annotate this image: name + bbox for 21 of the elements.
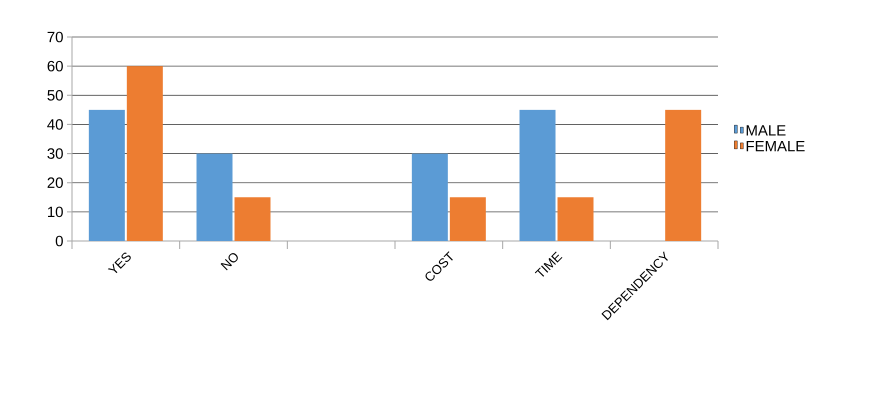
bar — [234, 197, 270, 241]
y-tick-label: 50 — [47, 90, 63, 101]
bar — [665, 110, 702, 241]
bar — [196, 154, 233, 241]
x-tick-label: NO — [220, 253, 238, 270]
y-tick-label: 30 — [47, 148, 63, 159]
y-tick-label: 70 — [48, 32, 63, 42]
legend-label: FEMALE — [746, 140, 805, 152]
bar — [558, 197, 594, 241]
x-tick-label: YES — [108, 252, 131, 274]
bar — [412, 154, 448, 241]
legend-label: MALE — [746, 125, 786, 136]
y-tick-label: 40 — [47, 119, 63, 130]
bar — [450, 197, 486, 241]
y-tick-label: 10 — [48, 206, 63, 218]
bar — [88, 110, 125, 241]
bar — [126, 66, 163, 241]
y-tick-label: 0 — [56, 236, 63, 246]
y-tick-label: 20 — [48, 177, 63, 188]
y-tick-label: 60 — [48, 60, 63, 72]
bar — [520, 110, 556, 241]
